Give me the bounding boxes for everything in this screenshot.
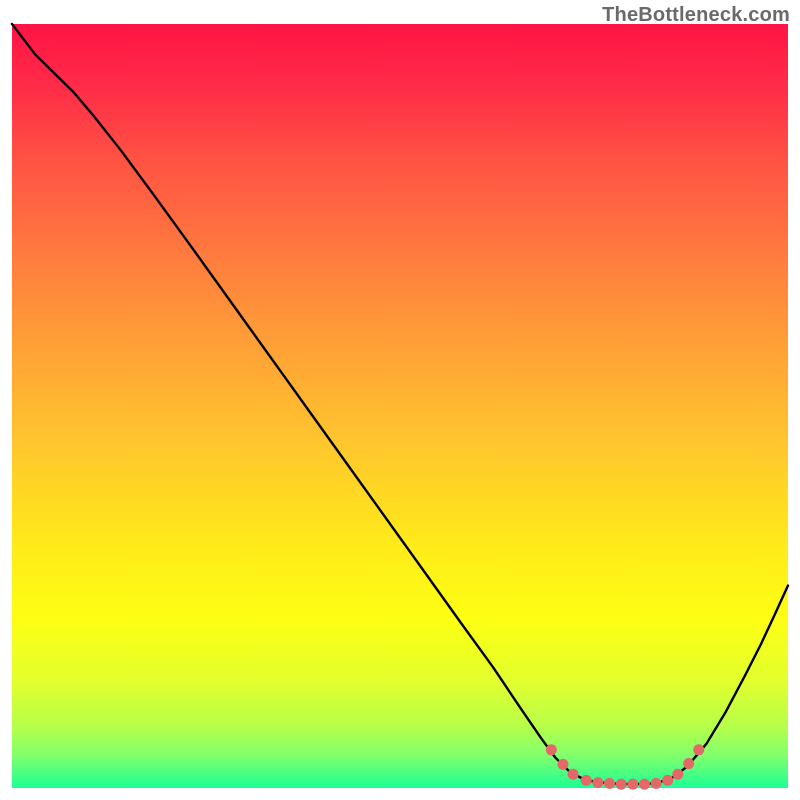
optimal-dot xyxy=(581,775,592,786)
optimal-dot xyxy=(616,779,627,790)
watermark-text: TheBottleneck.com xyxy=(602,4,790,27)
optimal-dot xyxy=(592,777,603,788)
optimal-dot xyxy=(693,744,704,755)
optimal-dot xyxy=(662,775,673,786)
optimal-dot xyxy=(639,779,650,790)
optimal-dot xyxy=(568,769,579,780)
chart-canvas: TheBottleneck.com xyxy=(0,0,800,800)
plot-background xyxy=(12,24,788,788)
optimal-dot xyxy=(651,778,662,789)
optimal-dot xyxy=(557,759,568,770)
optimal-dot xyxy=(604,778,615,789)
optimal-dot xyxy=(546,744,557,755)
bottleneck-chart-svg xyxy=(0,0,800,800)
optimal-dot xyxy=(683,758,694,769)
optimal-dot xyxy=(627,779,638,790)
optimal-dot xyxy=(672,769,683,780)
